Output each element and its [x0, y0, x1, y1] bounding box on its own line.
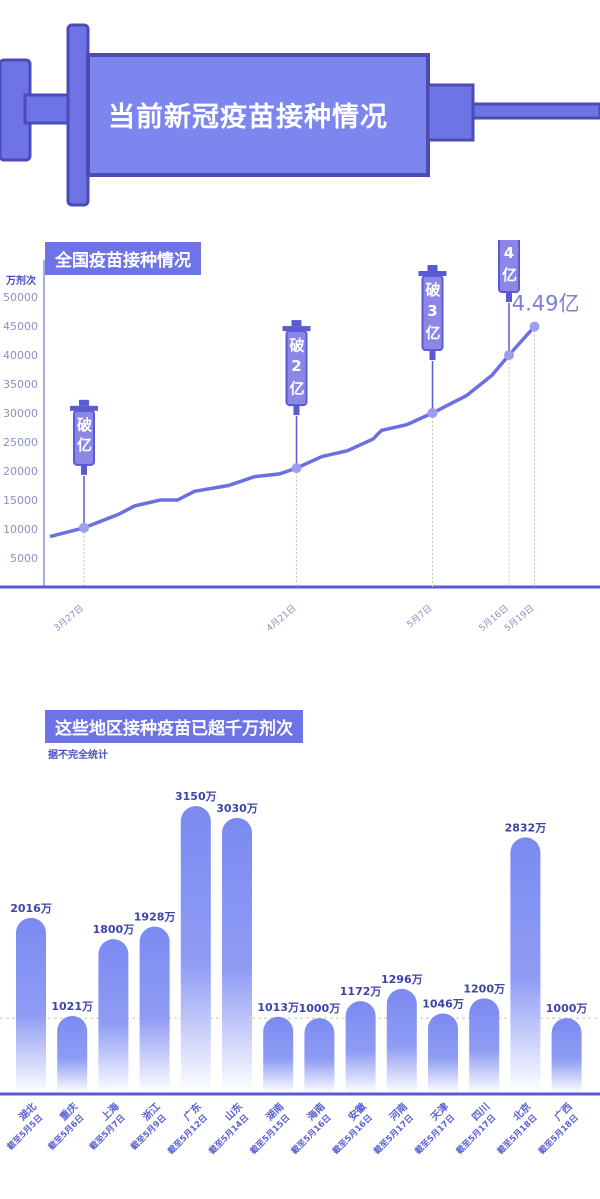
syringe-header-graphic	[0, 23, 600, 207]
x-tick-label: 5月7日	[405, 603, 435, 630]
bar-value-label: 1000万	[299, 1002, 341, 1015]
bar-value-label: 3030万	[216, 802, 258, 815]
bar	[98, 939, 129, 1093]
milestone-label: 破3亿	[424, 281, 442, 345]
bar-value: 3030	[216, 802, 247, 815]
y-tick-label: 20000	[3, 465, 38, 478]
bar-unit: 万	[534, 821, 546, 834]
bar-value: 1013	[257, 1001, 288, 1014]
bar-chart-title: 这些地区接种疫苗已超千万剂次	[45, 710, 303, 743]
y-tick-label: 10000	[3, 523, 38, 536]
bar-unit: 万	[328, 1002, 340, 1015]
bar	[222, 817, 252, 1093]
line-chart-title: 全国疫苗接种情况	[45, 242, 201, 275]
x-tick-label: 4月21日	[264, 603, 298, 634]
page-title: 当前新冠疫苗接种情况	[108, 102, 388, 133]
milestone-label: 破2亿	[288, 336, 306, 400]
y-tick-label: 15000	[3, 494, 38, 507]
series-line	[49, 325, 536, 539]
y-axis-label: 万剂次	[6, 276, 36, 287]
line-chart: 5000 10000 15000 20000 25000 30000 35000 40000 4…	[0, 240, 600, 634]
milestone-point	[427, 408, 438, 418]
bar-chart-subtitle: 据不完全统计	[48, 750, 108, 761]
bar-value-label: 1200万	[463, 982, 505, 995]
bar	[139, 926, 170, 1093]
bar-value: 1200	[463, 982, 494, 995]
bar	[345, 1001, 376, 1093]
bar-value-label: 1013万	[257, 1001, 299, 1014]
bar-unit: 万	[163, 911, 175, 924]
bar-value-label: 1172万	[340, 985, 382, 998]
bar	[428, 1013, 458, 1093]
y-tick-label: 45000	[3, 320, 38, 333]
end-point	[529, 321, 540, 332]
bar-value: 2016	[10, 902, 41, 915]
y-tick-label: 5000	[10, 552, 38, 565]
bar-value: 1928	[134, 911, 165, 924]
bar-value-label: 3150万	[175, 790, 217, 803]
y-tick-label: 50000	[3, 291, 38, 304]
bar-unit: 万	[40, 902, 52, 915]
bar-value-label: 1928万	[134, 911, 176, 924]
bar-unit: 万	[369, 985, 381, 998]
milestone-syringe: 破2亿	[282, 320, 311, 469]
milestone-point	[291, 463, 302, 474]
bar-value: 1172	[340, 985, 371, 998]
y-tick-label: 35000	[3, 378, 38, 391]
bar	[551, 1018, 582, 1093]
milestone-syringe: 破4亿	[498, 240, 520, 355]
bar	[180, 806, 211, 1093]
bar-unit: 万	[411, 973, 423, 986]
bar	[16, 917, 46, 1093]
bar-unit: 万	[246, 802, 258, 815]
milestone-label: 破亿	[75, 416, 93, 457]
bar	[469, 998, 500, 1093]
y-tick-label: 25000	[3, 436, 38, 449]
bar-value-label: 1000万	[546, 1002, 588, 1015]
bar-unit: 万	[205, 790, 217, 803]
bar-unit: 万	[452, 998, 464, 1011]
bar-unit: 万	[287, 1001, 299, 1014]
bar-value-label: 1800万	[93, 923, 135, 936]
bar-chart: 2016万湖北截至5月5日1021万重庆截至5月6日1800万上海截至5月7日1…	[0, 790, 600, 1157]
bar-value-label: 1021万	[51, 1000, 93, 1013]
bar-value: 1000	[299, 1002, 330, 1015]
bar-value-label: 1296万	[381, 973, 423, 986]
milestone-point	[504, 350, 514, 360]
bar-value: 1800	[93, 923, 124, 936]
bar-unit: 万	[575, 1002, 587, 1015]
bar-value: 1021	[51, 1000, 82, 1013]
bar-value-label: 1046万	[422, 998, 464, 1011]
bar	[510, 837, 541, 1093]
milestone-point	[79, 522, 89, 533]
bar-value: 2832	[505, 821, 536, 834]
bar-unit: 万	[493, 982, 505, 995]
bar	[386, 988, 417, 1093]
bar-value: 1000	[546, 1002, 577, 1015]
bar-value-label: 2832万	[505, 821, 547, 834]
milestone-label: 破4亿	[500, 240, 518, 287]
bar-value: 3150	[175, 790, 206, 803]
bar-value-label: 2016万	[10, 902, 52, 915]
bar	[57, 1015, 88, 1093]
bar	[304, 1018, 335, 1093]
milestone-syringe: 破3亿	[418, 265, 447, 413]
end-value-label: 4.49亿	[512, 292, 580, 316]
milestone-syringe: 破亿	[70, 399, 98, 528]
y-tick-label: 30000	[3, 407, 38, 420]
x-tick-label: 3月27日	[52, 603, 86, 634]
bar-value: 1046	[422, 998, 453, 1011]
bar	[263, 1016, 294, 1093]
y-tick-label: 40000	[3, 349, 38, 362]
bar-unit: 万	[81, 1000, 93, 1013]
bar-unit: 万	[122, 923, 134, 936]
bar-value: 1296	[381, 973, 412, 986]
